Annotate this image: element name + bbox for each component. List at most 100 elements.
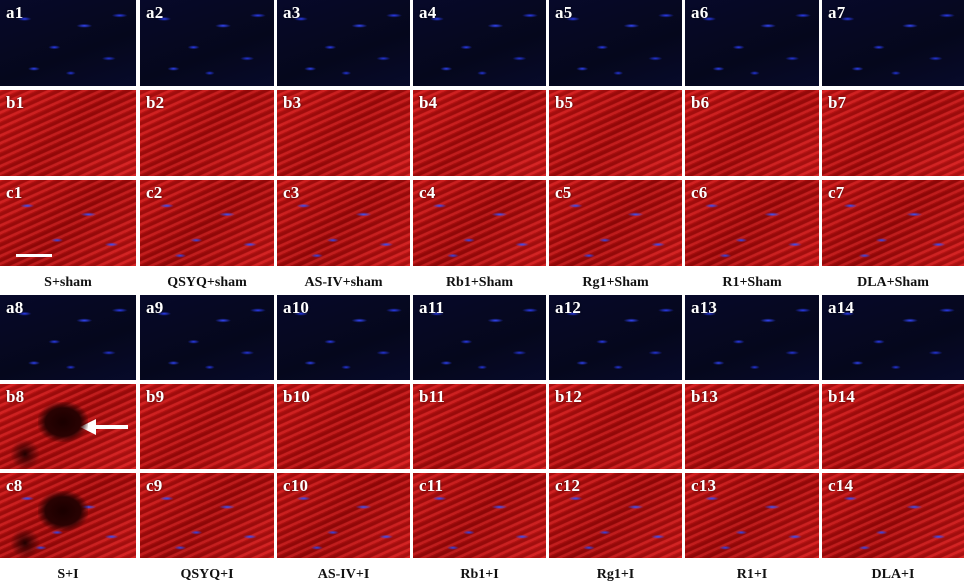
- micrograph-panel-a12: a12: [549, 295, 682, 380]
- micrograph-panel-b12: b12: [549, 384, 682, 469]
- micrograph-panel-c3: c3: [277, 180, 410, 266]
- panel-label: a4: [419, 3, 437, 22]
- micrograph-panel-c14: c14: [822, 473, 964, 558]
- micrograph-panel-b1: b1: [0, 90, 136, 176]
- group-caption: AS-IV+sham: [304, 275, 383, 290]
- micrograph-panel-a6: a6: [685, 0, 819, 86]
- micrograph-panel-c11: c11: [413, 473, 546, 558]
- micrograph-panel-a1: a1: [0, 0, 136, 86]
- panel-label: a6: [691, 3, 709, 22]
- micrograph-panel-a7: a7: [822, 0, 964, 86]
- group-caption: DLA+I: [871, 567, 915, 582]
- micrograph-panel-b11: b11: [413, 384, 546, 469]
- panel-label: c3: [283, 183, 300, 202]
- panel-label: c4: [419, 183, 436, 202]
- panel-label: a9: [146, 298, 164, 317]
- micrograph-panel-b14: b14: [822, 384, 964, 469]
- panel-label: c7: [828, 183, 845, 202]
- panel-label: a1: [6, 3, 24, 22]
- panel-label: b1: [6, 93, 25, 112]
- panel-label: c6: [691, 183, 708, 202]
- micrograph-panel-c8: c8: [0, 473, 136, 558]
- group-caption: QSYQ+sham: [167, 275, 247, 290]
- panel-label: c1: [6, 183, 23, 202]
- micrograph-panel-c7: c7: [822, 180, 964, 266]
- micrograph-panel-a10: a10: [277, 295, 410, 380]
- panel-label: c14: [828, 476, 854, 495]
- micrograph-panel-b3: b3: [277, 90, 410, 176]
- micrograph-panel-c9: c9: [140, 473, 274, 558]
- group-caption: QSYQ+I: [180, 567, 234, 582]
- left-arrow-icon: [80, 419, 128, 435]
- group-caption: DLA+Sham: [857, 275, 929, 290]
- panel-label: a10: [283, 298, 310, 317]
- panel-label: a7: [828, 3, 846, 22]
- micrograph-panel-b6: b6: [685, 90, 819, 176]
- micrograph-panel-c12: c12: [549, 473, 682, 558]
- micrograph-panel-a9: a9: [140, 295, 274, 380]
- micrograph-panel-b9: b9: [140, 384, 274, 469]
- panel-label: b14: [828, 387, 856, 406]
- panel-label: c11: [419, 476, 444, 495]
- group-caption: AS-IV+I: [317, 567, 370, 582]
- panel-label: b4: [419, 93, 438, 112]
- group-caption: Rg1+Sham: [582, 275, 649, 290]
- panel-label: c9: [146, 476, 163, 495]
- panel-label: c12: [555, 476, 581, 495]
- panel-label: b9: [146, 387, 165, 406]
- panel-label: c5: [555, 183, 572, 202]
- micrograph-panel-c6: c6: [685, 180, 819, 266]
- panel-label: c13: [691, 476, 717, 495]
- micrograph-panel-b5: b5: [549, 90, 682, 176]
- micrograph-panel-a3: a3: [277, 0, 410, 86]
- micrograph-panel-a13: a13: [685, 295, 819, 380]
- group-caption: Rb1+I: [460, 567, 499, 582]
- panel-label: c10: [283, 476, 309, 495]
- group-caption: S+I: [57, 567, 79, 582]
- micrograph-panel-a14: a14: [822, 295, 964, 380]
- panel-label: b11: [419, 387, 446, 406]
- micrograph-panel-a2: a2: [140, 0, 274, 86]
- micrograph-panel-c10: c10: [277, 473, 410, 558]
- micrograph-panel-b7: b7: [822, 90, 964, 176]
- panel-label: b7: [828, 93, 847, 112]
- panel-label: b12: [555, 387, 583, 406]
- panel-label: a5: [555, 3, 573, 22]
- micrograph-panel-c13: c13: [685, 473, 819, 558]
- micrograph-panel-b13: b13: [685, 384, 819, 469]
- micrograph-panel-b8: b8: [0, 384, 136, 469]
- panel-label: a13: [691, 298, 718, 317]
- group-caption: R1+Sham: [722, 275, 782, 290]
- micrograph-panel-b10: b10: [277, 384, 410, 469]
- panel-label: a11: [419, 298, 445, 317]
- panel-label: b10: [283, 387, 311, 406]
- group-caption: Rg1+I: [596, 567, 635, 582]
- micrograph-panel-a11: a11: [413, 295, 546, 380]
- panel-label: b8: [6, 387, 25, 406]
- micrograph-panel-c4: c4: [413, 180, 546, 266]
- panel-label: b13: [691, 387, 719, 406]
- micrograph-panel-a4: a4: [413, 0, 546, 86]
- micrograph-panel-a8: a8: [0, 295, 136, 380]
- panel-label: b5: [555, 93, 574, 112]
- micrograph-panel-c2: c2: [140, 180, 274, 266]
- panel-label: b2: [146, 93, 165, 112]
- panel-label: a2: [146, 3, 164, 22]
- panel-label: c8: [6, 476, 23, 495]
- group-caption: S+sham: [44, 275, 92, 290]
- panel-label: b3: [283, 93, 302, 112]
- scale-bar: [16, 254, 52, 257]
- micrograph-panel-a5: a5: [549, 0, 682, 86]
- panel-label: a12: [555, 298, 582, 317]
- panel-label: a14: [828, 298, 855, 317]
- micrograph-panel-c1: c1: [0, 180, 136, 266]
- panel-label: a8: [6, 298, 24, 317]
- micrograph-panel-b4: b4: [413, 90, 546, 176]
- micrograph-panel-b2: b2: [140, 90, 274, 176]
- panel-label: c2: [146, 183, 163, 202]
- panel-label: a3: [283, 3, 301, 22]
- group-caption: Rb1+Sham: [445, 275, 514, 290]
- panel-label: b6: [691, 93, 710, 112]
- micrograph-panel-c5: c5: [549, 180, 682, 266]
- group-caption: R1+I: [736, 567, 768, 582]
